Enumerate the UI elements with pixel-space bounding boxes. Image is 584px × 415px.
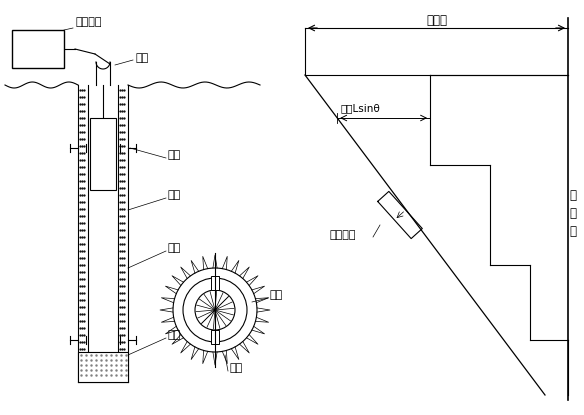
Bar <box>12 30 64 68</box>
Circle shape <box>183 278 247 342</box>
Text: 准: 准 <box>569 207 576 220</box>
Text: 测头: 测头 <box>168 150 181 160</box>
Bar <box>211 330 219 344</box>
Text: 线: 线 <box>569 225 576 237</box>
Text: 回填: 回填 <box>168 330 181 340</box>
Text: 钻孔: 钻孔 <box>168 190 181 200</box>
Bar <box>37 41 57 49</box>
Text: 导管: 导管 <box>168 243 181 253</box>
Text: 导轮: 导轮 <box>230 363 244 373</box>
Text: 原: 原 <box>569 188 576 202</box>
Bar <box>90 118 116 190</box>
Bar <box>78 352 128 382</box>
Text: 测读间距: 测读间距 <box>330 230 356 240</box>
Text: 导槽: 导槽 <box>270 290 283 300</box>
Text: 测读设备: 测读设备 <box>75 17 102 27</box>
Circle shape <box>195 290 235 330</box>
Text: 电缆: 电缆 <box>135 53 148 63</box>
Text: 总位移: 总位移 <box>426 14 447 27</box>
Text: 位移Lsinθ: 位移Lsinθ <box>340 103 380 113</box>
Bar <box>211 276 219 290</box>
